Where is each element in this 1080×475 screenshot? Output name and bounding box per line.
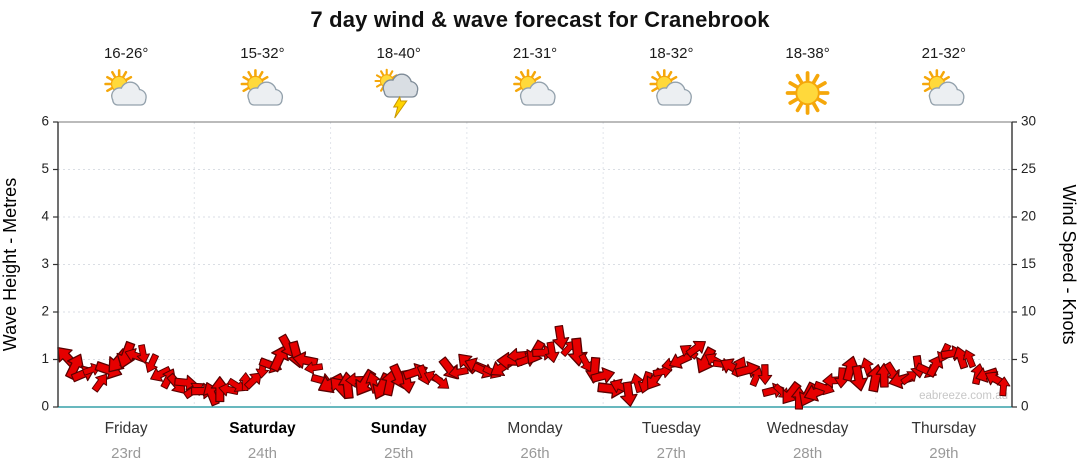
right-tick-label: 5 bbox=[1021, 351, 1029, 366]
chart-title: 7 day wind & wave forecast for Cranebroo… bbox=[310, 7, 770, 32]
wind-arrow bbox=[91, 373, 108, 393]
left-tick-label: 2 bbox=[41, 304, 49, 319]
axis-ticks: 0 1 2 3 4 5 6 0 5 10 15 20 25 30 bbox=[41, 114, 1036, 414]
wind-arrow bbox=[174, 374, 198, 391]
right-tick-label: 20 bbox=[1021, 209, 1036, 224]
weather-sun-cloud-icon bbox=[921, 69, 965, 106]
wind-arrow bbox=[685, 340, 706, 358]
date-label: 27th bbox=[657, 445, 686, 462]
date-label: 25th bbox=[384, 445, 413, 462]
day-label: Monday bbox=[507, 420, 562, 437]
left-tick-label: 4 bbox=[41, 209, 49, 224]
cloud-icon bbox=[656, 81, 692, 106]
weather-sun-cloud-icon bbox=[649, 69, 692, 106]
wind-arrow bbox=[996, 376, 1011, 397]
wind-arrow bbox=[431, 373, 450, 389]
wind-arrow bbox=[757, 364, 773, 385]
date-label: 24th bbox=[248, 445, 277, 462]
wind-arrow bbox=[150, 366, 172, 382]
cloud-icon bbox=[928, 81, 965, 106]
date-label: 28th bbox=[793, 445, 822, 462]
right-tick-label: 30 bbox=[1021, 114, 1036, 129]
day-label: Tuesday bbox=[642, 420, 701, 437]
temperature-label: 18-32° bbox=[649, 45, 693, 62]
left-tick-label: 3 bbox=[41, 256, 49, 271]
wind-speed-series bbox=[57, 325, 1011, 410]
weather-storm-icon bbox=[374, 68, 419, 119]
wind-arrow bbox=[590, 367, 615, 384]
cloud-icon bbox=[382, 73, 419, 98]
wind-arrow bbox=[304, 361, 324, 375]
date-label: 26th bbox=[520, 445, 549, 462]
right-axis-title: Wind Speed - Knots bbox=[1059, 184, 1079, 344]
wind-arrow bbox=[144, 353, 159, 373]
cloud-icon bbox=[247, 81, 284, 106]
wind-arrow bbox=[399, 369, 416, 394]
wind-arrow bbox=[136, 344, 151, 364]
wind-arrow bbox=[243, 372, 262, 390]
temperature-label: 21-32° bbox=[922, 45, 966, 62]
day-label: Saturday bbox=[229, 420, 296, 437]
day-label: Thursday bbox=[912, 420, 977, 437]
wind-arrow bbox=[552, 325, 570, 351]
temperature-label: 16-26° bbox=[104, 45, 148, 62]
wind-arrow bbox=[448, 365, 469, 380]
watermark: eabreeze.com.au bbox=[919, 390, 1008, 402]
left-tick-label: 1 bbox=[41, 351, 49, 366]
day-label: Friday bbox=[105, 420, 148, 437]
wind-arrow bbox=[841, 355, 860, 382]
wind-arrow bbox=[227, 377, 246, 392]
wind-arrow bbox=[900, 371, 918, 386]
day-label: Wednesday bbox=[767, 420, 849, 437]
temperature-label: 18-38° bbox=[785, 45, 829, 62]
weather-sun-icon bbox=[785, 71, 830, 115]
temperature-label: 21-31° bbox=[513, 45, 557, 62]
wind-arrow bbox=[544, 341, 560, 363]
right-tick-label: 10 bbox=[1021, 304, 1036, 319]
temperature-label: 15-32° bbox=[240, 45, 284, 62]
wind-arrow bbox=[952, 346, 969, 370]
left-tick-label: 0 bbox=[41, 399, 49, 414]
temperature-label: 18-40° bbox=[377, 45, 421, 62]
day-label: Sunday bbox=[371, 420, 427, 437]
date-label: 23rd bbox=[111, 445, 141, 462]
left-tick-label: 6 bbox=[41, 114, 49, 129]
cloud-icon bbox=[111, 81, 147, 106]
right-tick-label: 0 bbox=[1021, 399, 1029, 414]
sun-icon bbox=[785, 71, 830, 115]
wind-arrow bbox=[620, 381, 638, 407]
wind-arrow bbox=[791, 386, 808, 410]
wind-arrow bbox=[962, 349, 976, 369]
left-tick-label: 5 bbox=[41, 161, 49, 176]
right-tick-label: 15 bbox=[1021, 256, 1036, 271]
wind-arrow bbox=[578, 353, 593, 372]
left-axis-title: Wave Height - Metres bbox=[0, 178, 20, 351]
weather-sun-cloud-icon bbox=[240, 69, 284, 106]
right-tick-label: 25 bbox=[1021, 161, 1036, 176]
wind-arrow bbox=[849, 364, 868, 392]
lightning-icon bbox=[392, 95, 408, 119]
weather-sun-cloud-icon bbox=[104, 69, 147, 106]
date-label: 29th bbox=[929, 445, 958, 462]
weather-sun-cloud-icon bbox=[513, 69, 556, 106]
cloud-icon bbox=[519, 81, 556, 106]
